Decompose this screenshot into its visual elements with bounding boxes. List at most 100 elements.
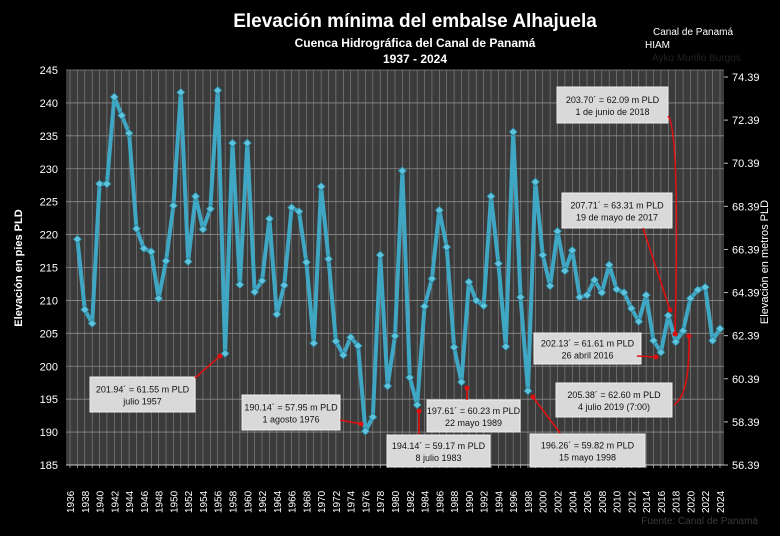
data-point xyxy=(287,203,297,213)
data-point xyxy=(72,234,82,244)
annotation-arrow xyxy=(532,396,561,434)
data-point xyxy=(235,280,245,290)
x-tick-label: 2004 xyxy=(568,490,579,513)
x-tick-label: 1972 xyxy=(332,490,343,513)
data-point xyxy=(456,377,467,387)
data-point xyxy=(597,287,607,298)
annotation: 196.26´ = 59.82 m PLD 15 mayo 1998 xyxy=(529,394,646,468)
data-point xyxy=(139,243,149,253)
data-point xyxy=(708,336,718,346)
x-tick-label: 1948 xyxy=(155,490,166,513)
x-tick-label: 2020 xyxy=(686,490,697,513)
x-tick-label: 2000 xyxy=(539,490,550,513)
data-point xyxy=(700,282,710,292)
credit-dept: HIAM xyxy=(645,40,670,51)
x-tick-label: 1992 xyxy=(480,490,491,513)
x-tick-label: 1990 xyxy=(465,490,476,513)
data-point xyxy=(582,290,592,300)
data-point xyxy=(619,287,629,298)
data-point xyxy=(493,258,503,269)
annotation-date: 8 julio 1983 xyxy=(415,453,461,463)
data-point xyxy=(124,128,134,138)
data-point xyxy=(412,400,422,410)
annotation-box xyxy=(89,376,196,413)
data-point xyxy=(131,224,142,234)
data-point xyxy=(309,338,319,348)
data-point xyxy=(205,204,215,214)
data-point xyxy=(405,372,415,383)
y-tick-label: 185 xyxy=(40,460,58,472)
y-right-tick-label: 62.39 xyxy=(732,331,760,343)
x-tick-label: 1968 xyxy=(302,490,313,513)
x-tick-label: 1950 xyxy=(169,490,180,513)
annotation-date: 15 mayo 1998 xyxy=(559,453,616,463)
data-point xyxy=(560,266,570,276)
data-point xyxy=(383,381,393,391)
x-tick-label: 1974 xyxy=(347,490,358,513)
data-point xyxy=(397,166,407,176)
annotation-date: 1 de junio de 2018 xyxy=(575,107,649,117)
data-point xyxy=(154,293,164,304)
annotation-value: 196.26´ = 59.82 m PLD xyxy=(541,441,635,451)
y-right-tick-label: 72.39 xyxy=(732,115,760,127)
y-tick-label: 190 xyxy=(40,427,58,439)
data-point xyxy=(671,337,681,347)
data-point xyxy=(279,280,289,290)
data-point xyxy=(117,110,127,120)
y-tick-label: 245 xyxy=(40,65,58,77)
y-tick-label: 195 xyxy=(40,394,58,406)
data-point xyxy=(678,326,688,336)
data-point xyxy=(301,257,311,267)
y-axis-label-right: Elevación en metros PLD xyxy=(759,200,771,324)
annotation: 205.38´ = 62.60 m PLD 4 julio 2019 (7:00) xyxy=(555,333,692,418)
annotation-value: 190.14´ = 57.95 m PLD xyxy=(244,403,338,413)
annotation-value: 194.14´ = 59.17 m PLD xyxy=(392,441,486,451)
annotation-box xyxy=(555,382,673,418)
annotation-arrow xyxy=(636,355,657,358)
annotation-arrowhead xyxy=(217,353,223,359)
data-point xyxy=(213,85,223,95)
x-tick-label: 2018 xyxy=(672,490,683,513)
annotation-arrowhead xyxy=(653,354,659,360)
data-point xyxy=(508,127,518,137)
data-point xyxy=(264,214,274,224)
x-tick-label: 1976 xyxy=(361,490,372,513)
annotation-arrow xyxy=(667,115,678,335)
data-point xyxy=(242,138,252,148)
data-point xyxy=(294,206,304,217)
source-note: Fuente: Canal de Panamá xyxy=(641,516,758,527)
data-point xyxy=(257,276,267,286)
x-tick-label: 1984 xyxy=(421,490,432,513)
annotation: 190.14´ = 57.95 m PLD 1 agosto 1976 xyxy=(241,394,364,431)
data-point xyxy=(530,177,540,187)
annotation: 203.70´ = 62.09 m PLD 1 de junio de 2018 xyxy=(556,86,678,337)
annotation-arrowhead xyxy=(530,394,536,400)
data-point xyxy=(449,342,459,352)
chart-period: 1937 - 2024 xyxy=(383,52,447,66)
annotation-value: 205.38´ = 62.60 m PLD xyxy=(567,390,661,400)
x-tick-label: 2002 xyxy=(554,490,565,513)
y-axis-label-left: Elevación en pies PLD xyxy=(13,209,25,326)
data-point xyxy=(434,205,444,215)
data-point xyxy=(641,290,651,300)
data-point xyxy=(353,341,363,351)
annotation-date: 19 de mayo de 2017 xyxy=(576,213,658,223)
x-tick-label: 2012 xyxy=(627,490,638,513)
x-tick-label: 1996 xyxy=(509,490,520,513)
data-point xyxy=(648,336,659,346)
x-tick-label: 1970 xyxy=(317,490,328,513)
x-tick-label: 1938 xyxy=(81,490,92,513)
data-point xyxy=(545,281,555,291)
x-tick-label: 2024 xyxy=(716,490,727,513)
annotation-box xyxy=(426,399,521,433)
y-right-tick-label: 68.39 xyxy=(732,201,760,213)
x-tick-label: 2006 xyxy=(583,490,594,513)
data-point xyxy=(538,250,548,260)
annotation-value: 203.70´ = 62.09 m PLD xyxy=(566,95,660,105)
x-tick-label: 1982 xyxy=(406,490,417,513)
annotation-arrowhead xyxy=(672,331,678,337)
x-tick-label: 1936 xyxy=(66,490,77,513)
data-point xyxy=(183,257,193,267)
x-tick-label: 1998 xyxy=(524,490,535,513)
data-point xyxy=(146,247,156,257)
